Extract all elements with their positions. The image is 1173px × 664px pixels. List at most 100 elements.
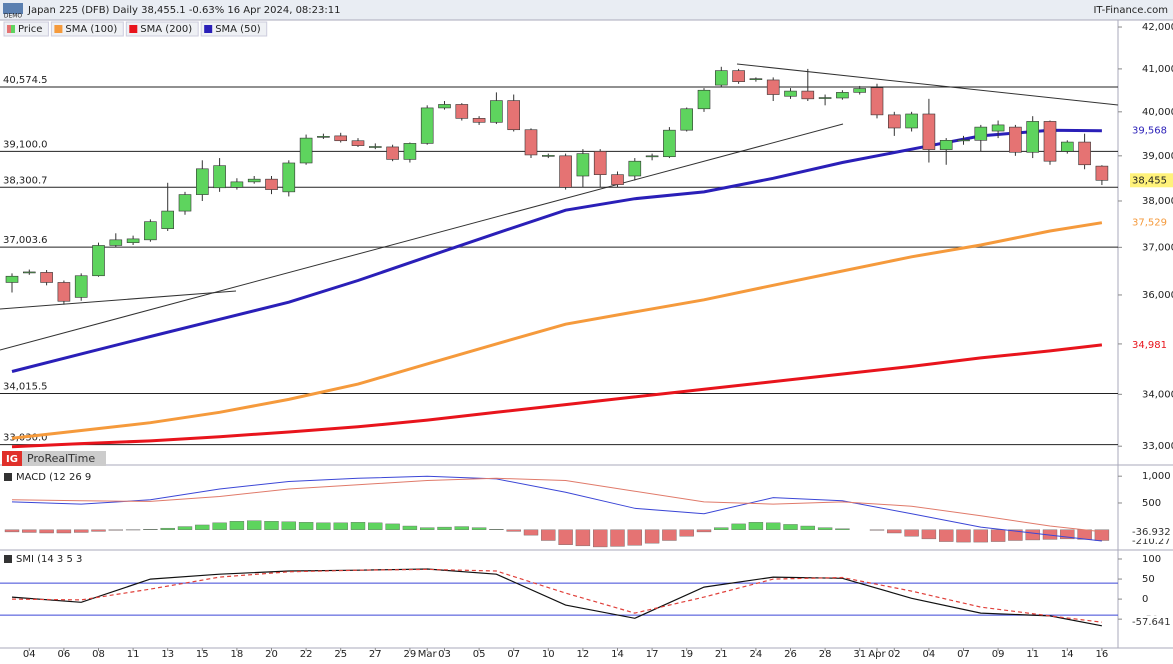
y-tick-label: 50 bbox=[1142, 574, 1155, 585]
histogram-bar bbox=[213, 523, 227, 530]
histogram-bar bbox=[887, 530, 901, 533]
histogram-bar bbox=[178, 527, 192, 530]
candle-body bbox=[1027, 121, 1039, 152]
y-tick-label: 41,000 bbox=[1142, 64, 1173, 75]
x-tick-label: 06 bbox=[58, 649, 71, 660]
candle-body bbox=[93, 245, 105, 275]
demo-label: DEMO bbox=[4, 13, 23, 20]
candle-body bbox=[802, 91, 814, 99]
candle-body bbox=[1096, 166, 1108, 180]
candle-body bbox=[369, 146, 381, 147]
histogram-bar bbox=[611, 530, 625, 547]
y-tick-label: 33,000 bbox=[1142, 441, 1173, 452]
price-tag-label: -57.641 bbox=[1132, 617, 1171, 628]
histogram-bar bbox=[22, 530, 36, 533]
price-tag-label: 38,455 bbox=[1132, 175, 1167, 186]
histogram-bar bbox=[818, 528, 832, 530]
price-tag-label: 37,529 bbox=[1132, 218, 1167, 229]
histogram-bar bbox=[680, 530, 694, 536]
histogram-bar bbox=[766, 523, 780, 530]
candle-body bbox=[317, 136, 329, 137]
x-tick-label: 17 bbox=[646, 649, 659, 660]
y-tick-label: 0 bbox=[1142, 594, 1148, 605]
panel-icon bbox=[4, 473, 12, 481]
candle-body bbox=[958, 140, 970, 141]
candle-body bbox=[266, 179, 278, 189]
histogram-bar bbox=[489, 529, 503, 530]
x-tick-label: 27 bbox=[369, 649, 382, 660]
candle-body bbox=[663, 130, 675, 157]
candle-body bbox=[300, 138, 312, 163]
legend-swatch bbox=[54, 25, 62, 33]
histogram-bar bbox=[905, 530, 919, 536]
candle-body bbox=[110, 240, 122, 246]
level-label: 38,300.7 bbox=[3, 175, 48, 186]
legend-label: SMA (50) bbox=[215, 24, 261, 35]
x-tick-label: 14 bbox=[1061, 649, 1074, 660]
histogram-bar bbox=[524, 530, 538, 535]
x-tick-label: 08 bbox=[92, 649, 105, 660]
x-tick-label: Mar bbox=[418, 649, 438, 660]
price-tag-label: 39,568 bbox=[1132, 126, 1167, 137]
candle-body bbox=[283, 163, 295, 192]
candle-body bbox=[162, 211, 174, 229]
x-tick-label: 11 bbox=[1026, 649, 1039, 660]
legend-label: SMA (200) bbox=[140, 24, 192, 35]
histogram-bar bbox=[403, 526, 417, 530]
x-tick-label: 18 bbox=[231, 649, 244, 660]
histogram-bar bbox=[732, 524, 746, 530]
histogram-bar bbox=[593, 530, 607, 547]
candle-body bbox=[144, 222, 156, 240]
y-tick-label: 36,000 bbox=[1142, 290, 1173, 301]
candle-body bbox=[127, 239, 139, 243]
candle-body bbox=[906, 114, 918, 128]
histogram-bar bbox=[1026, 530, 1040, 540]
histogram-bar bbox=[143, 529, 157, 530]
x-tick-label: 19 bbox=[680, 649, 693, 660]
x-tick-label: 05 bbox=[473, 649, 486, 660]
panel-title: SMI (14 3 5 3 bbox=[16, 554, 82, 565]
histogram-bar bbox=[662, 530, 676, 541]
candle-body bbox=[196, 169, 208, 195]
histogram-bar bbox=[57, 530, 71, 533]
candle-body bbox=[629, 161, 641, 176]
histogram-bar bbox=[109, 530, 123, 531]
candle-body bbox=[473, 118, 485, 122]
candle-body bbox=[750, 79, 762, 80]
histogram-bar bbox=[74, 530, 88, 533]
candle-body bbox=[715, 71, 727, 85]
y-tick-label: 39,000 bbox=[1142, 151, 1173, 162]
histogram-bar bbox=[40, 530, 54, 533]
histogram-bar bbox=[161, 528, 175, 530]
x-tick-label: 15 bbox=[196, 649, 209, 660]
histogram-bar bbox=[282, 522, 296, 530]
candle-body bbox=[508, 101, 520, 130]
histogram-bar bbox=[420, 528, 434, 530]
x-tick-label: 04 bbox=[23, 649, 36, 660]
candle-body bbox=[854, 89, 866, 93]
histogram-bar bbox=[559, 530, 573, 545]
candle-body bbox=[975, 127, 987, 140]
histogram-bar bbox=[974, 530, 988, 542]
candle-body bbox=[681, 109, 693, 130]
panel-title: MACD (12 26 9 bbox=[16, 472, 91, 483]
y-tick-label: 34,000 bbox=[1142, 389, 1173, 400]
candle-body bbox=[231, 182, 243, 187]
y-tick-label: 500 bbox=[1142, 498, 1161, 509]
level-label: 40,574.5 bbox=[3, 75, 48, 86]
x-tick-label: Apr bbox=[868, 649, 886, 660]
x-tick-label: 12 bbox=[577, 649, 590, 660]
histogram-bar bbox=[784, 524, 798, 529]
candle-body bbox=[352, 141, 364, 146]
candle-body bbox=[888, 115, 900, 128]
candle-body bbox=[439, 104, 451, 107]
candle-body bbox=[214, 166, 226, 188]
histogram-bar bbox=[870, 530, 884, 531]
candle-body bbox=[421, 108, 433, 143]
x-tick-label: 28 bbox=[819, 649, 832, 660]
source: IT-Finance.com bbox=[1093, 5, 1168, 16]
histogram-bar bbox=[5, 530, 19, 532]
candle-body bbox=[75, 276, 87, 298]
x-tick-label: 31 bbox=[853, 649, 866, 660]
histogram-bar bbox=[368, 523, 382, 530]
